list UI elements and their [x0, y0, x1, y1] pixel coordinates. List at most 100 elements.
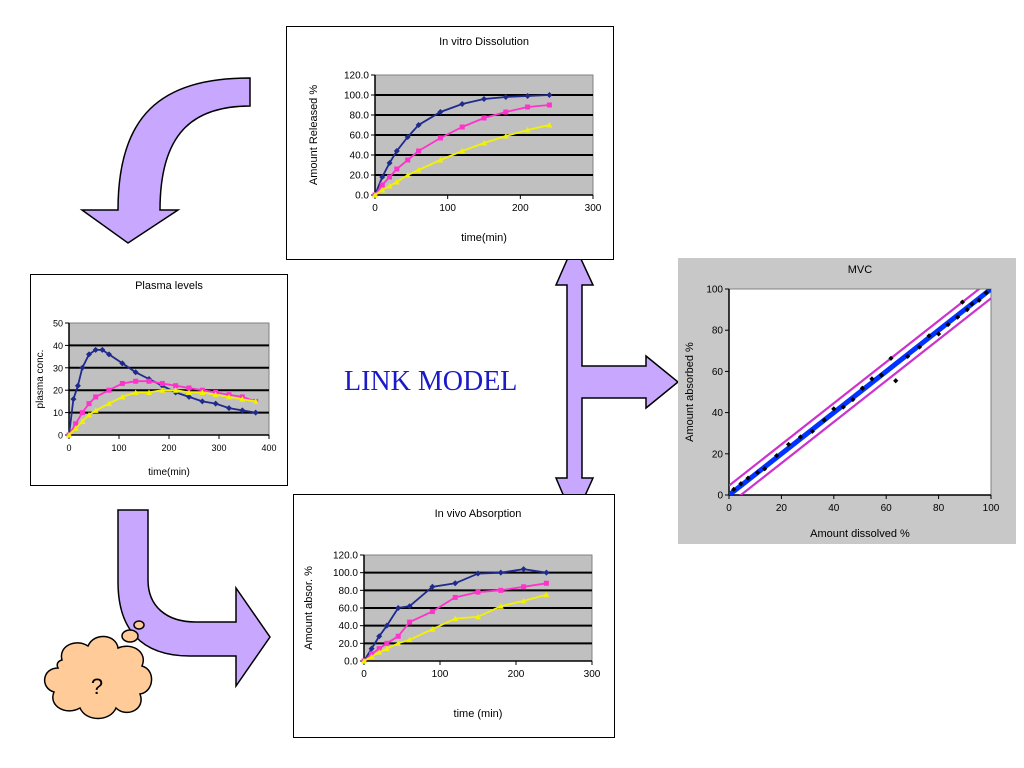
- scatter-point: [809, 428, 815, 434]
- x-tick-label: 0: [726, 503, 732, 514]
- y-tick-label: 40.0: [350, 151, 370, 162]
- data-point: [394, 166, 400, 172]
- dissolution-panel: In vitro Dissolution 0.0 20.0 40.0 60.0 80.0 1…: [286, 26, 614, 260]
- data-point: [407, 619, 413, 625]
- data-point: [497, 603, 504, 609]
- y-tick-label: 0.0: [355, 191, 369, 202]
- data-point: [376, 646, 382, 652]
- data-point: [543, 569, 550, 576]
- data-point: [452, 615, 459, 622]
- y-tick-label: 60: [712, 367, 724, 378]
- y-tick-label: 0.0: [344, 657, 358, 668]
- x-tick-label: 60: [881, 503, 893, 514]
- data-point: [520, 566, 527, 573]
- data-point: [481, 96, 487, 102]
- data-point: [368, 645, 375, 652]
- data-point: [132, 369, 139, 376]
- y-tick-label: 100: [706, 285, 723, 296]
- data-point: [546, 92, 553, 98]
- data-point: [416, 148, 422, 154]
- data-point: [384, 640, 390, 646]
- data-point: [86, 411, 92, 418]
- y-tick-label: 80.0: [350, 111, 370, 122]
- bound-line-2: [739, 297, 991, 495]
- data-point: [252, 409, 259, 416]
- data-point: [119, 360, 126, 367]
- x-tick-label: 100: [983, 503, 1000, 514]
- mvc-chart: MVC 0 20 40 60 80 100 0 20 40 60 80 100 Amount dissol…: [684, 264, 1000, 540]
- data-point: [199, 389, 206, 395]
- scatter-point: [945, 321, 951, 328]
- data-point: [70, 396, 77, 403]
- data-point: [73, 421, 79, 427]
- data-point: [452, 594, 458, 600]
- data-point: [119, 380, 125, 386]
- data-point: [106, 400, 112, 407]
- data-point: [415, 167, 422, 173]
- x-tick-label: 80: [933, 503, 945, 514]
- data-point: [66, 432, 72, 438]
- data-point: [387, 174, 393, 180]
- data-point: [405, 157, 411, 163]
- chart-title: In vitro Dissolution: [439, 36, 529, 48]
- data-point: [429, 583, 436, 590]
- y-tick-label: 30: [53, 363, 63, 373]
- data-point: [502, 94, 509, 100]
- data-point: [239, 396, 246, 402]
- data-point: [106, 387, 112, 393]
- data-point: [186, 389, 192, 395]
- x-tick-label: 300: [584, 669, 601, 680]
- data-point: [524, 127, 531, 133]
- link-model-label: LINK MODEL: [344, 366, 518, 397]
- data-point: [376, 633, 383, 640]
- data-point: [361, 658, 367, 664]
- y-tick-label: 10: [53, 408, 63, 418]
- data-point: [459, 148, 466, 154]
- data-point: [372, 192, 378, 198]
- data-point: [437, 157, 444, 163]
- data-point: [186, 385, 192, 391]
- y-tick-label: 20.0: [339, 639, 359, 650]
- mvc-panel: MVC 0 20 40 60 80 100 0 20 40 60 80 100 Amount dissol…: [678, 258, 1016, 544]
- x-tick-label: 300: [211, 443, 226, 453]
- x-tick-label: 20: [776, 503, 788, 514]
- data-point: [133, 378, 139, 384]
- absorption-chart: In vivo Absorption 0.0 20.0 40.0 60.0 80.0 100…: [303, 508, 601, 720]
- x-tick-label: 0: [66, 443, 71, 453]
- y-tick-label: 0: [717, 491, 723, 502]
- y-tick-label: 80.0: [339, 586, 359, 597]
- plot-area: [68, 322, 270, 436]
- data-point: [252, 398, 259, 404]
- data-point: [393, 148, 400, 154]
- scatter-point: [754, 469, 761, 476]
- data-point: [524, 93, 531, 99]
- y-tick-label: 50: [53, 319, 63, 329]
- data-point: [132, 389, 139, 395]
- data-point: [146, 378, 152, 384]
- x-tick-label: 200: [512, 203, 529, 214]
- y-tick-label: 40: [53, 341, 63, 351]
- chart-title: MVC: [848, 264, 873, 276]
- data-point: [459, 101, 466, 107]
- x-tick-label: 0: [361, 669, 367, 680]
- data-point: [86, 351, 92, 358]
- y-tick-label: 40: [712, 408, 724, 419]
- x-axis-label: time (min): [454, 708, 503, 720]
- y-tick-label: 20: [53, 386, 63, 396]
- data-point: [379, 187, 386, 193]
- data-point: [379, 182, 385, 188]
- data-point: [406, 636, 413, 643]
- data-point: [212, 391, 219, 398]
- x-tick-label: 100: [111, 443, 126, 453]
- data-point: [404, 134, 411, 140]
- data-point: [74, 382, 81, 389]
- data-point: [376, 649, 383, 655]
- y-tick-label: 60.0: [339, 604, 359, 615]
- data-point: [543, 580, 549, 586]
- data-point: [543, 591, 550, 598]
- scatter-point: [936, 331, 942, 337]
- x-tick-label: 300: [585, 203, 602, 214]
- data-point: [386, 183, 393, 189]
- scatter-point: [964, 307, 970, 313]
- bound-line-1: [729, 289, 981, 487]
